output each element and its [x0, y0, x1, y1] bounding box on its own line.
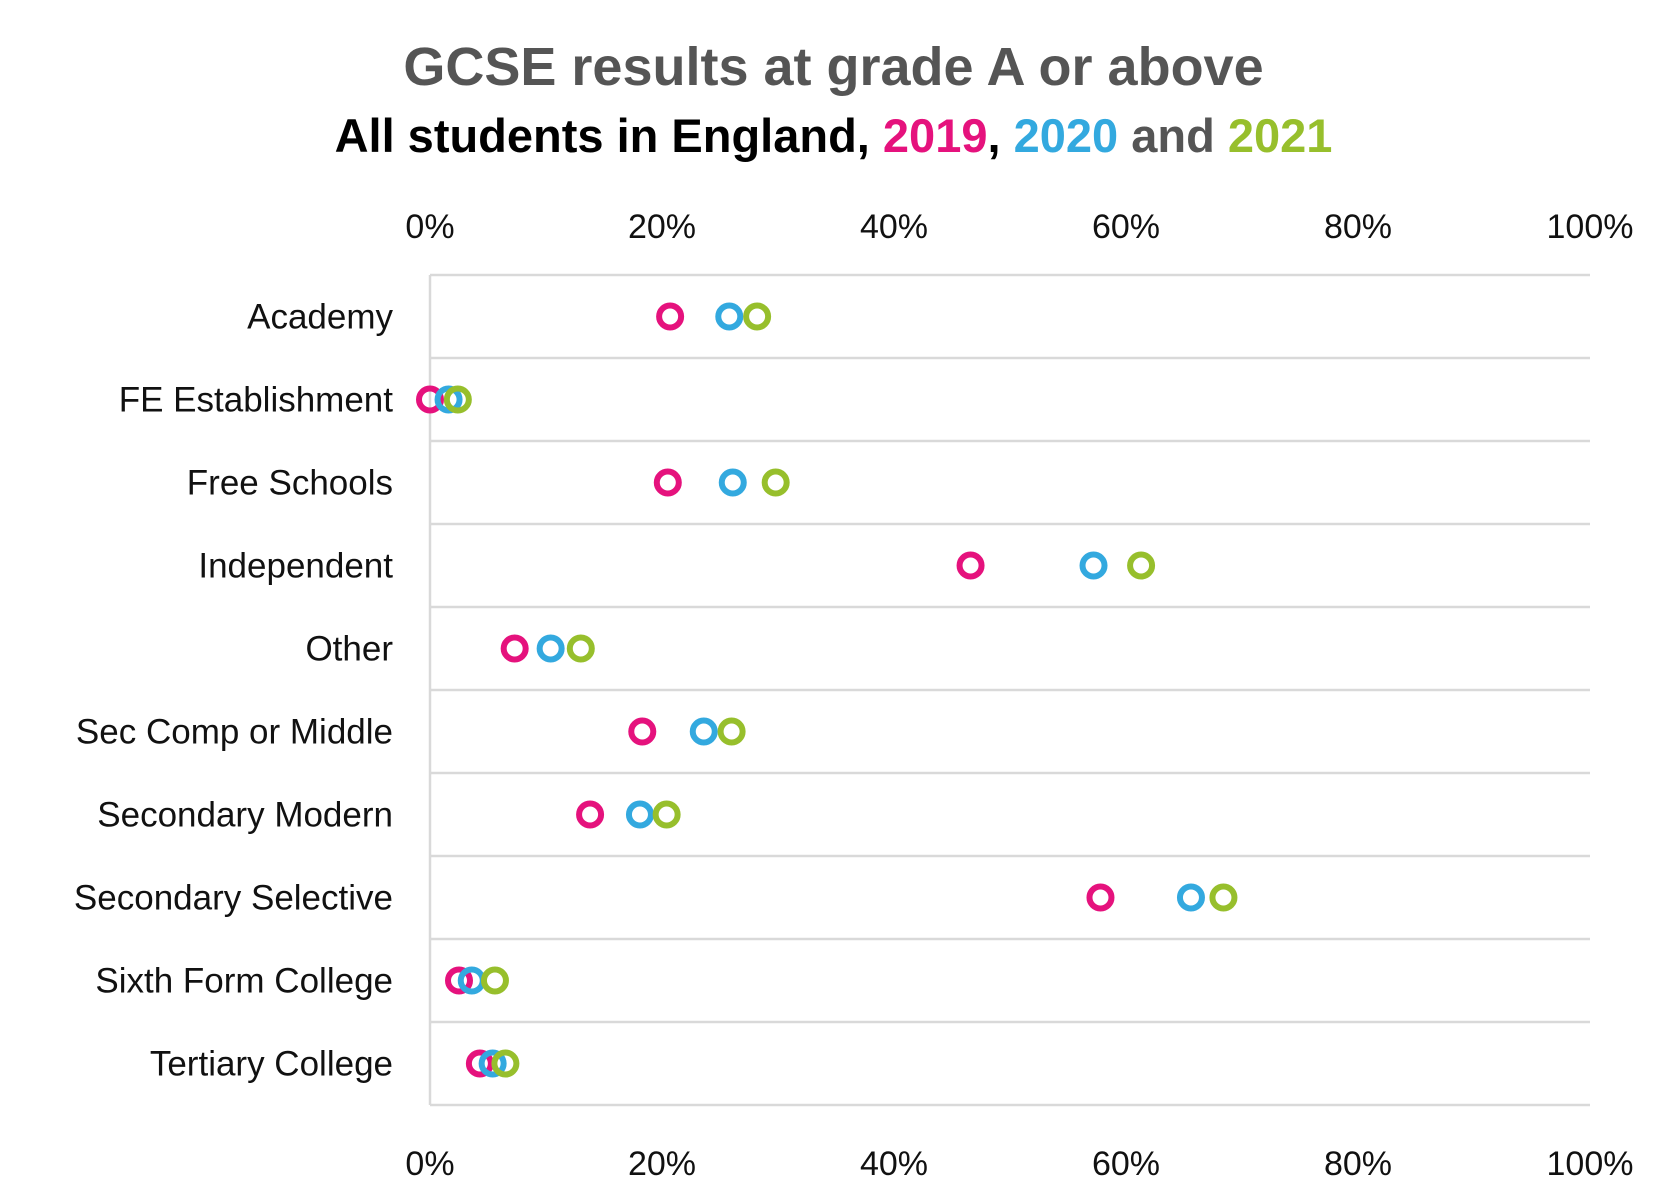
- subtitle-year-2020: 2020: [1013, 109, 1119, 162]
- category-label: Secondary Selective: [74, 879, 393, 918]
- data-point-2021: [566, 634, 595, 663]
- x-tick-label-top: 80%: [1324, 208, 1392, 246]
- data-point-2019: [1086, 883, 1115, 912]
- data-point-2021: [743, 302, 772, 331]
- x-tick-label-top: 60%: [1092, 208, 1160, 246]
- category-label: Independent: [198, 547, 393, 586]
- data-point-2019: [576, 800, 605, 829]
- data-point-2021: [652, 800, 681, 829]
- subtitle-separator: ,: [987, 109, 1014, 162]
- category-label: Sixth Form College: [95, 962, 393, 1001]
- data-point-2021: [1127, 551, 1156, 580]
- data-point-2021: [480, 966, 509, 995]
- data-point-2019: [500, 634, 529, 663]
- category-label: Academy: [247, 298, 393, 337]
- category-label: Tertiary College: [150, 1045, 393, 1084]
- data-point-2020: [434, 385, 463, 414]
- x-tick-label-top: 20%: [628, 208, 696, 246]
- category-label: Sec Comp or Middle: [76, 713, 393, 752]
- data-point-2020: [718, 468, 747, 497]
- data-point-2020: [625, 800, 654, 829]
- category-label: Secondary Modern: [97, 796, 393, 835]
- subtitle-and: and: [1118, 109, 1228, 162]
- data-point-2021: [491, 1049, 520, 1078]
- data-point-2021: [761, 468, 790, 497]
- chart-subtitle: All students in England, 2019, 2020 and …: [0, 108, 1667, 163]
- category-label: Other: [305, 630, 393, 669]
- x-tick-label-top: 0%: [405, 208, 454, 246]
- x-tick-label-bottom: 60%: [1092, 1145, 1160, 1183]
- subtitle-prefix: All students in England,: [334, 109, 883, 162]
- data-point-2019: [956, 551, 985, 580]
- subtitle-year-2021: 2021: [1227, 109, 1333, 162]
- x-tick-label-top: 100%: [1547, 208, 1634, 246]
- data-point-2021: [717, 717, 746, 746]
- subtitle-year-2019: 2019: [882, 109, 988, 162]
- x-tick-label-top: 40%: [860, 208, 928, 246]
- data-point-2019: [416, 385, 444, 414]
- data-point-2020: [715, 302, 744, 331]
- data-point-2019: [656, 302, 685, 331]
- category-label: Free Schools: [187, 464, 393, 503]
- data-point-2019: [628, 717, 657, 746]
- x-tick-label-bottom: 100%: [1547, 1145, 1634, 1183]
- data-point-2020: [478, 1049, 507, 1078]
- data-point-2020: [1079, 551, 1108, 580]
- data-point-2020: [536, 634, 565, 663]
- data-point-2019: [653, 468, 682, 497]
- chart-title: GCSE results at grade A or above: [403, 37, 1264, 97]
- x-tick-label-bottom: 40%: [860, 1145, 928, 1183]
- category-label: FE Establishment: [119, 381, 394, 420]
- data-point-2019: [465, 1049, 494, 1078]
- data-point-2020: [1176, 883, 1205, 912]
- x-tick-label-bottom: 0%: [405, 1145, 454, 1183]
- x-tick-label-bottom: 20%: [628, 1145, 696, 1183]
- data-point-2019: [445, 966, 473, 995]
- data-point-2021: [443, 385, 472, 414]
- x-tick-label-bottom: 80%: [1324, 1145, 1392, 1183]
- data-point-2020: [689, 717, 718, 746]
- data-point-2021: [1209, 883, 1238, 912]
